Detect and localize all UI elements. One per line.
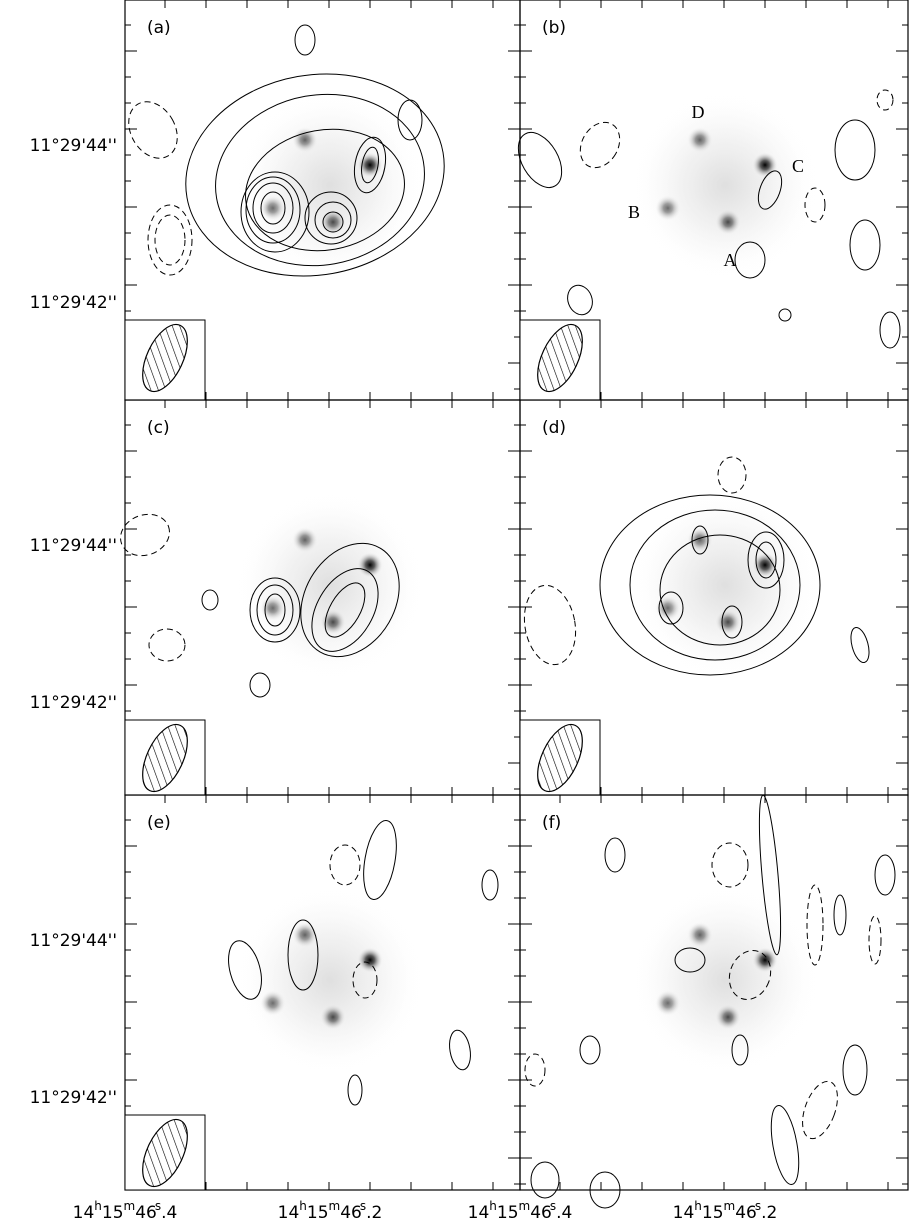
x-tick-label: 14h15m46s.4 xyxy=(468,1199,573,1223)
contour xyxy=(509,125,570,195)
panel-label: (f) xyxy=(542,813,561,833)
contour xyxy=(250,673,270,697)
text-part: 15 xyxy=(702,1203,724,1223)
contour xyxy=(295,25,315,55)
y-tick-label: 11°29'44'' xyxy=(30,136,117,156)
source-label: D xyxy=(692,102,705,122)
halo xyxy=(630,490,820,680)
contour xyxy=(605,838,625,872)
text-part: 46 xyxy=(735,1203,757,1223)
panel: (a) xyxy=(119,0,520,400)
source-label: A xyxy=(724,250,737,270)
y-tick-label: 11°29'44'' xyxy=(30,931,117,951)
text-part: 14 xyxy=(278,1203,300,1223)
negative-contour xyxy=(330,845,360,885)
x-tick-label: 14h15m46s.4 xyxy=(73,1199,178,1223)
negative-contour xyxy=(115,508,176,563)
text-part: 14 xyxy=(73,1203,95,1223)
x-tick-label: 14h15m46s.2 xyxy=(673,1199,778,1223)
panel-label: (d) xyxy=(542,418,566,438)
halo xyxy=(235,885,425,1075)
superscript: m xyxy=(124,1199,136,1213)
negative-contour xyxy=(149,629,185,661)
text-part: 46 xyxy=(135,1203,157,1223)
source-blob xyxy=(357,552,383,578)
negative-contour xyxy=(518,581,581,668)
superscript: h xyxy=(299,1199,307,1213)
text-part: 15 xyxy=(307,1203,329,1223)
contour xyxy=(447,1029,474,1072)
source-label: B xyxy=(628,202,640,222)
superscript: m xyxy=(329,1199,341,1213)
panel-label: (e) xyxy=(147,813,171,833)
panel-label: (a) xyxy=(147,18,171,38)
panel: (d) xyxy=(518,400,908,798)
contour xyxy=(358,818,401,902)
superscript: h xyxy=(489,1199,497,1213)
superscript: m xyxy=(519,1199,531,1213)
contour xyxy=(580,1036,600,1064)
text-part: .4 xyxy=(556,1203,572,1223)
contour xyxy=(348,1075,362,1105)
text-part: 14 xyxy=(673,1203,695,1223)
contour xyxy=(202,590,218,610)
panel: (f) xyxy=(520,795,908,1208)
contour xyxy=(766,1104,804,1187)
contour xyxy=(875,855,895,895)
figure: (a) (b) (c) (d) (e) (f) D C B A 11°29'44'' 11°29'42… xyxy=(0,0,910,1226)
contour xyxy=(835,120,875,180)
negative-contour xyxy=(119,93,187,167)
superscript: h xyxy=(694,1199,702,1213)
negative-contour xyxy=(712,843,748,887)
contour xyxy=(779,309,791,321)
y-tick-label: 11°29'44'' xyxy=(30,536,117,556)
text-part: 46 xyxy=(530,1203,552,1223)
text-part: 14 xyxy=(468,1203,490,1223)
negative-contour xyxy=(572,115,627,175)
text-part: .2 xyxy=(761,1203,777,1223)
panel-label: (b) xyxy=(542,18,566,38)
contour xyxy=(850,220,880,270)
panel: (b) xyxy=(509,0,908,400)
y-tick-label: 11°29'42'' xyxy=(30,693,117,713)
source-blob xyxy=(357,152,383,178)
superscript: h xyxy=(94,1199,102,1213)
negative-contour xyxy=(796,1077,845,1144)
source-blob xyxy=(752,152,778,178)
text-part: 15 xyxy=(102,1203,124,1223)
contour xyxy=(482,870,498,900)
contour xyxy=(848,626,873,665)
panel-label: (c) xyxy=(147,418,170,438)
contour xyxy=(880,312,900,348)
halo xyxy=(630,885,820,1075)
halo xyxy=(235,90,425,280)
negative-contour xyxy=(525,1054,545,1086)
y-tick-label: 11°29'42'' xyxy=(30,293,117,313)
contour xyxy=(564,282,597,318)
text-part: 46 xyxy=(340,1203,362,1223)
negative-contour xyxy=(155,215,185,265)
contour xyxy=(531,1162,559,1198)
text-part: 15 xyxy=(497,1203,519,1223)
y-tick-label: 11°29'42'' xyxy=(30,1088,117,1108)
negative-contour xyxy=(869,916,881,964)
negative-contour xyxy=(718,457,746,493)
panel: (e) xyxy=(125,795,520,1193)
text-part: .2 xyxy=(366,1203,382,1223)
text-part: .4 xyxy=(161,1203,177,1223)
superscript: m xyxy=(724,1199,736,1213)
source-blob xyxy=(357,947,383,973)
source-label: C xyxy=(792,156,804,176)
contour xyxy=(843,1045,867,1095)
negative-contour xyxy=(877,90,893,110)
contour xyxy=(834,895,846,935)
panel: (c) xyxy=(115,400,520,798)
x-tick-label: 14h15m46s.2 xyxy=(278,1199,383,1223)
